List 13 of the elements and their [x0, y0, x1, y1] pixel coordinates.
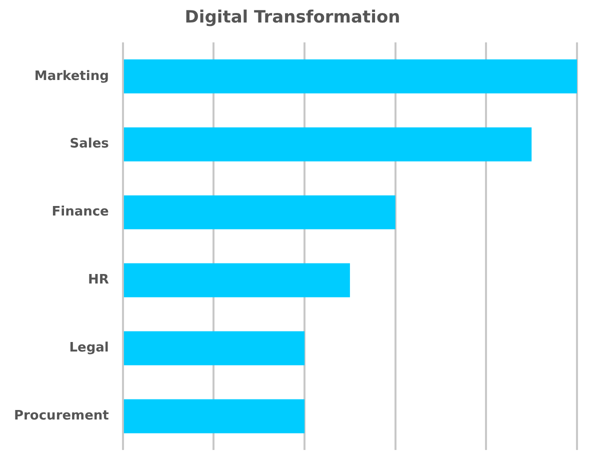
bar — [124, 195, 396, 230]
bar — [124, 59, 577, 94]
y-tick-label: HR — [88, 272, 109, 288]
y-tick-label: Legal — [69, 340, 109, 356]
chart-title: Digital Transformation — [184, 8, 400, 28]
bar — [124, 127, 532, 162]
bar — [124, 263, 350, 298]
y-tick-label: Procurement — [14, 408, 109, 424]
bar — [124, 331, 305, 366]
y-tick-label: Finance — [52, 204, 110, 220]
y-tick-label: Sales — [70, 136, 110, 152]
y-tick-label: Marketing — [34, 68, 109, 84]
bar — [124, 399, 305, 434]
